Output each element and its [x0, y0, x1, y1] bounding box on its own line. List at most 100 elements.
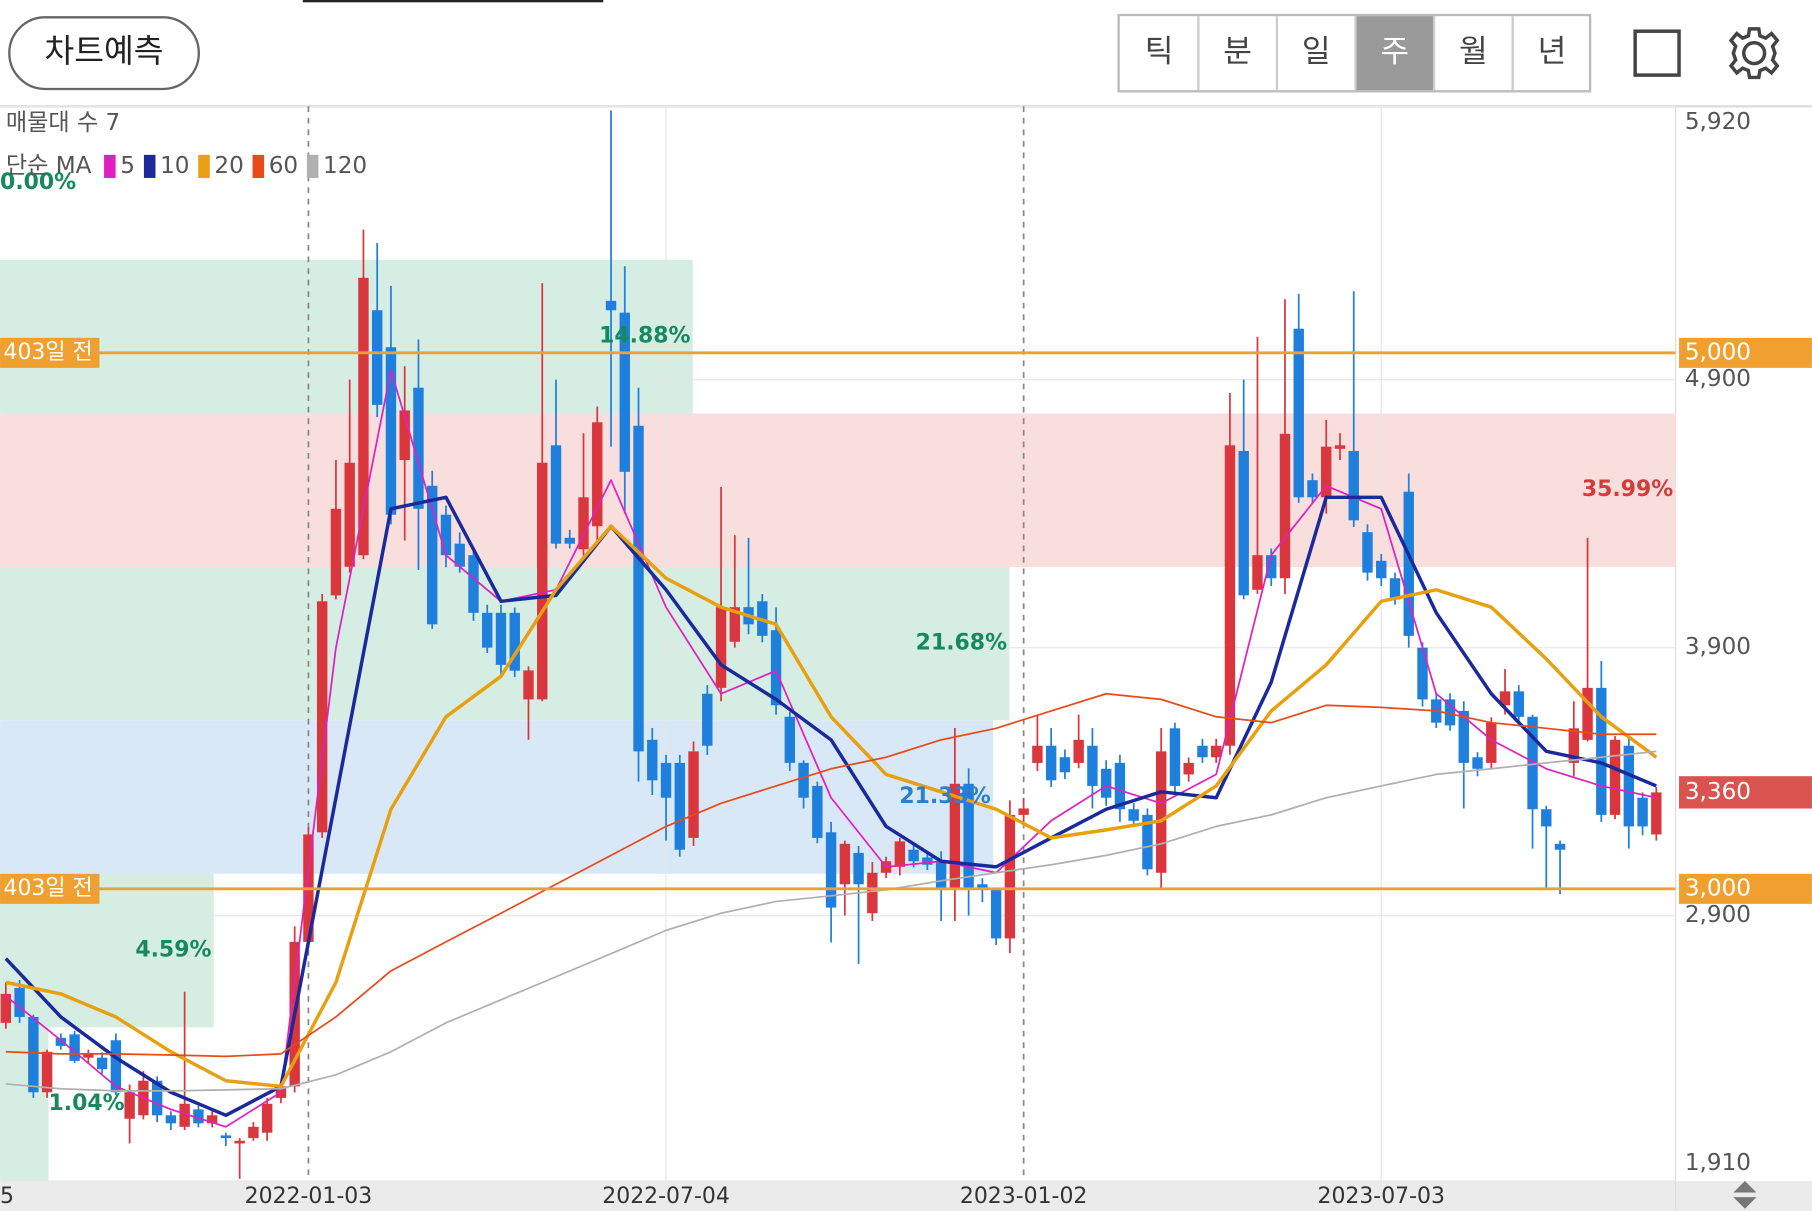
level-tag: 403일 전	[4, 876, 93, 901]
y-tick-label: 2,900	[1685, 902, 1751, 928]
y-tick-label: 3,900	[1685, 634, 1751, 660]
candle-body	[399, 410, 410, 461]
candle-body	[1637, 797, 1648, 827]
candle-body	[1568, 728, 1580, 763]
candle-body	[316, 601, 328, 833]
band-percent: 4.59%	[135, 938, 211, 963]
candle-body	[1417, 647, 1428, 700]
candle-body	[702, 693, 713, 746]
level-tag-bg	[0, 337, 100, 368]
button-frame	[8, 16, 200, 91]
candle-body	[1541, 809, 1552, 827]
fullscreen-icon[interactable]	[1633, 29, 1681, 77]
scroll-arrows[interactable]	[1733, 1180, 1757, 1209]
candle-body	[482, 612, 493, 648]
candle-body	[1224, 445, 1236, 746]
candle-body	[867, 872, 878, 914]
candle-body	[977, 884, 988, 890]
candle-body	[1238, 450, 1249, 596]
candle-body	[468, 555, 479, 613]
moving-average	[5, 692, 1657, 1058]
candle-body	[839, 843, 851, 885]
volume-band	[0, 1027, 49, 1181]
candle-body	[41, 1051, 53, 1093]
arrow-down	[1733, 1197, 1757, 1209]
candle-body	[1142, 814, 1153, 870]
band-percent: 21.33%	[899, 784, 990, 809]
candle-body	[1444, 699, 1456, 726]
legend-swatch	[104, 154, 116, 178]
candle-body	[1307, 480, 1318, 498]
band-percent: 1.04%	[48, 1091, 124, 1116]
candle-body	[1362, 532, 1373, 573]
candle-body	[1032, 745, 1043, 763]
volume-band	[0, 413, 1676, 567]
candle-body	[1334, 445, 1346, 449]
candle-body	[619, 312, 630, 472]
candle-body	[1279, 433, 1291, 579]
candle-body	[1266, 555, 1277, 579]
candle-body	[1169, 728, 1181, 786]
candle-body	[949, 783, 961, 890]
current-price: 3,360	[1685, 779, 1751, 805]
candle-body	[220, 1135, 232, 1139]
candle-body	[28, 1016, 39, 1093]
candle-body	[55, 1037, 67, 1046]
level-tag: 403일 전	[4, 340, 93, 365]
candle-body	[14, 988, 25, 1017]
candle-body	[1348, 450, 1359, 521]
candle-body	[1197, 745, 1208, 758]
band-percent: 35.99%	[1582, 477, 1673, 502]
candle-body	[715, 607, 727, 688]
candle-body	[413, 387, 424, 509]
candle-body	[564, 537, 575, 544]
candle-body	[495, 612, 507, 665]
grid	[0, 105, 1676, 1182]
candle-body	[1100, 768, 1112, 798]
candle-body	[770, 630, 782, 706]
tab[interactable]: 틱	[1145, 34, 1174, 70]
legend-label: 60	[269, 153, 298, 179]
tab[interactable]: 분	[1223, 34, 1252, 70]
candle-body	[1389, 578, 1401, 600]
predict-button[interactable]: 차트예측	[8, 16, 200, 91]
candle-body	[179, 1103, 190, 1127]
tab[interactable]: 년	[1538, 34, 1567, 70]
legend-label: 20	[214, 153, 243, 179]
candle-body	[1128, 809, 1139, 821]
candle-body	[1527, 716, 1538, 810]
y-tick-label: 1,910	[1685, 1150, 1751, 1176]
button-label: 차트예측	[45, 32, 164, 70]
candle-body	[935, 861, 947, 890]
tab[interactable]: 주	[1380, 34, 1409, 70]
x-tick-label: 5	[0, 1184, 14, 1209]
top-bar	[302, 0, 604, 3]
candle-body	[1499, 691, 1511, 706]
legend-swatch	[198, 154, 210, 178]
candle-body	[0, 993, 12, 1023]
candle-body	[165, 1115, 177, 1124]
candle-body	[1472, 757, 1483, 769]
candle-body	[990, 889, 1002, 939]
candle-body	[151, 1080, 163, 1116]
settings-icon[interactable]	[1728, 27, 1780, 80]
plot	[0, 110, 1662, 1179]
x-tick-label: 2022-07-04	[602, 1184, 730, 1209]
candle-body	[523, 670, 534, 700]
candle-body	[1018, 808, 1029, 815]
candle-body	[1609, 739, 1621, 815]
candle-body	[1651, 792, 1662, 835]
tab[interactable]: 월	[1459, 34, 1488, 70]
tab[interactable]: 일	[1302, 34, 1331, 70]
y-tick-label: 5,920	[1685, 109, 1751, 135]
candle-body	[440, 514, 452, 556]
candle-body	[344, 462, 355, 567]
candle-body	[798, 762, 809, 798]
legend-swatch	[306, 154, 319, 178]
x-tick-label: 2023-01-02	[960, 1184, 1087, 1209]
candle-body	[1554, 843, 1566, 850]
current-price-bg	[1679, 776, 1812, 809]
candle-body	[1376, 560, 1387, 579]
